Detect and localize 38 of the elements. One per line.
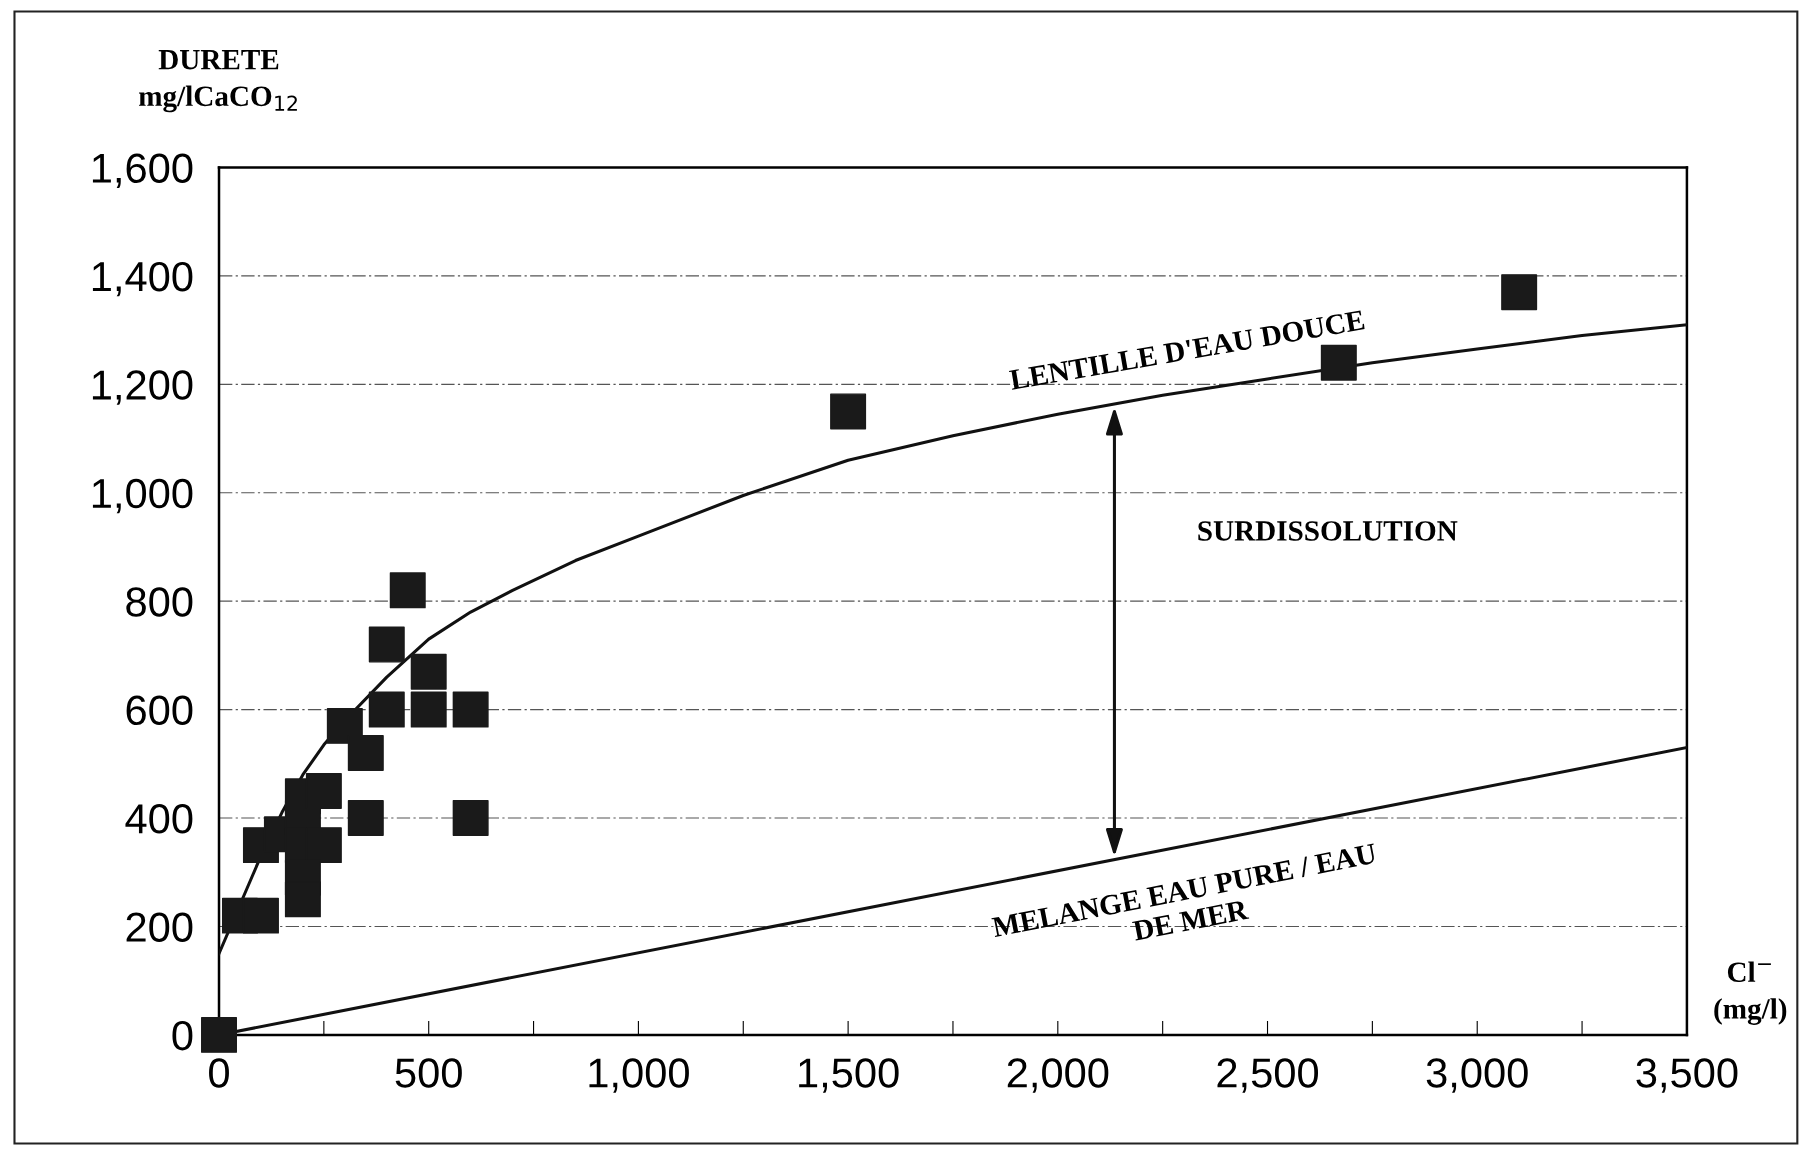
y-tick-label: 1,200 bbox=[92, 370, 193, 405]
y-tick-label: 0 bbox=[172, 1020, 193, 1051]
y-tick-label: 1,600 bbox=[92, 153, 193, 188]
x-tick-label: 3,000 bbox=[1426, 1058, 1528, 1093]
y-tick-label: 600 bbox=[126, 695, 193, 726]
point bbox=[389, 572, 426, 609]
point bbox=[284, 881, 321, 918]
point bbox=[347, 800, 384, 837]
y-tick-label: 800 bbox=[126, 587, 193, 617]
point bbox=[326, 707, 363, 744]
x-tick-label: 1,500 bbox=[799, 1058, 899, 1093]
text: Cl$^{−}$ (mg/l) bbox=[1714, 961, 1787, 1025]
x-tick-label: 2,500 bbox=[1217, 1058, 1319, 1093]
point bbox=[368, 691, 405, 728]
y-tick-label: 1,400 bbox=[92, 261, 193, 297]
point bbox=[242, 897, 279, 934]
point bbox=[452, 691, 489, 728]
point bbox=[201, 1016, 237, 1053]
annotation: SURDISSOLUTION bbox=[1198, 521, 1458, 541]
y-tick-label: 400 bbox=[125, 804, 193, 834]
point bbox=[1501, 274, 1538, 311]
point bbox=[452, 800, 489, 837]
y-tick-label: 1,000 bbox=[92, 478, 193, 514]
y-axis-title: DURETE mg/lCaCO$_{12}$ bbox=[139, 50, 297, 113]
legend-label: MELANGE EAU PURE / EAU DE MER bbox=[991, 843, 1378, 941]
x-tick-label: 500 bbox=[395, 1058, 462, 1088]
x-tick-label: 3,500 bbox=[1636, 1058, 1738, 1093]
text: LENTILLE D'EAU DOUCE bbox=[1008, 310, 1365, 390]
point bbox=[410, 691, 447, 728]
point bbox=[368, 626, 405, 663]
point bbox=[830, 393, 867, 430]
point bbox=[410, 653, 447, 690]
x-tick-label: 0 bbox=[209, 1058, 229, 1088]
point bbox=[305, 772, 342, 809]
x-tick-label: 1,000 bbox=[589, 1058, 689, 1093]
x-tick-label: 2,000 bbox=[1007, 1058, 1109, 1093]
point bbox=[347, 734, 384, 771]
y-tick-label: 200 bbox=[126, 912, 193, 942]
